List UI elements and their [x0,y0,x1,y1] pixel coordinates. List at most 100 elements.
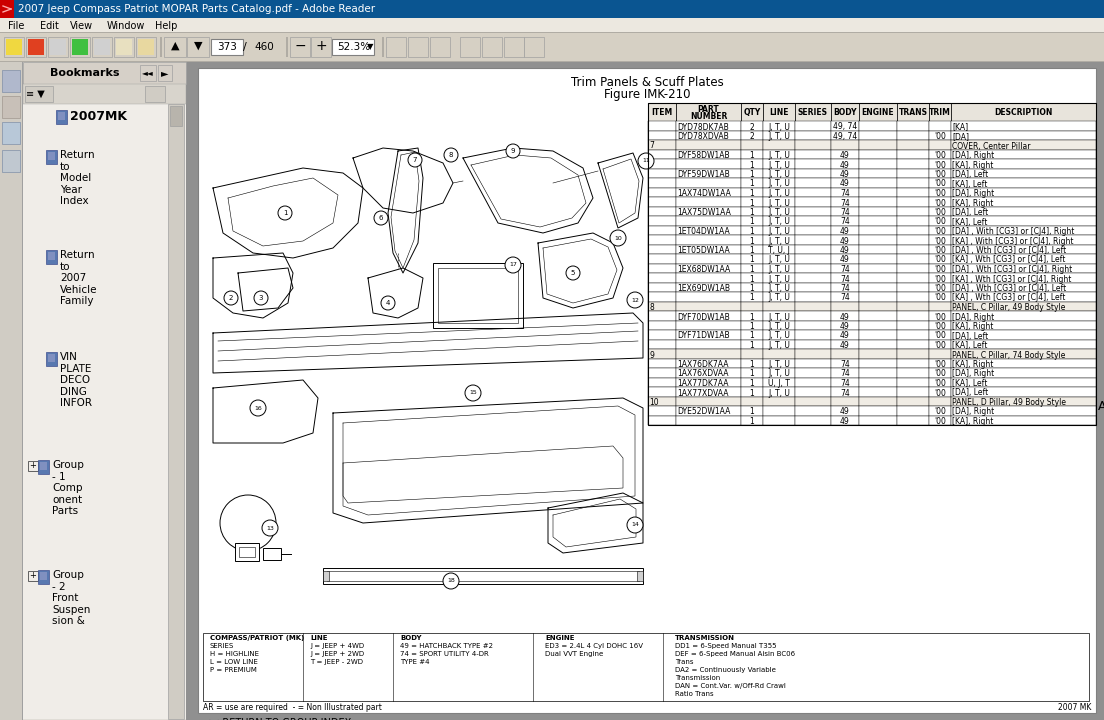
Text: 1: 1 [750,246,754,255]
Text: QTY: QTY [743,108,761,117]
Bar [2,70,20,92]
Text: [DA], Left: [DA], Left [953,208,989,217]
Text: J, T, U: J, T, U [768,132,790,141]
Text: 1AX75DW1AA: 1AX75DW1AA [678,208,731,217]
Bar [763,273,795,282]
Bar [763,254,795,264]
Text: 7: 7 [413,157,417,163]
Bar [676,225,741,235]
Bar [741,377,763,387]
Bar [741,330,763,340]
Bar [795,311,831,320]
Text: 49: 49 [840,236,850,246]
Bar [46,352,57,366]
Bar [831,235,859,245]
Bar [831,197,859,207]
Bar [928,359,951,368]
Circle shape [224,291,238,305]
Text: J, T, U: J, T, U [768,294,790,302]
Text: 1: 1 [750,379,754,388]
Text: 9: 9 [511,148,516,154]
Bar [741,273,763,282]
Bar [637,571,643,581]
Text: T, U, J: T, U, J [768,246,790,255]
Bar [795,159,831,168]
Bar [92,37,112,57]
Bar [795,320,831,330]
Bar [928,159,951,168]
Text: ▲: ▲ [171,41,179,51]
Bar [648,340,676,349]
Text: 1EX68DW1AA: 1EX68DW1AA [678,265,731,274]
Bar [896,377,928,387]
Text: [KA], Right: [KA], Right [953,322,994,331]
Bar [676,197,741,207]
Text: DYF70DW1AB: DYF70DW1AB [678,312,730,322]
Circle shape [408,153,422,167]
Bar [676,150,741,159]
Bar [928,168,951,178]
Bar [951,168,1096,178]
Text: 1: 1 [750,360,754,369]
Text: ▼: ▼ [193,41,202,51]
Text: << RETURN TO GROUP INDEX: << RETURN TO GROUP INDEX [203,718,351,720]
Bar [676,178,741,187]
Text: View: View [70,21,93,31]
Bar [951,140,1096,150]
Bar [332,39,374,55]
Text: Group
- 2
Front
Suspen
sion &: Group - 2 Front Suspen sion & [52,570,91,626]
Bar [676,254,741,264]
Text: 16: 16 [254,405,262,410]
Bar [6,39,22,55]
Text: H = HIGHLINE: H = HIGHLINE [210,651,259,657]
Bar [676,415,741,425]
Bar [831,130,859,140]
Bar [951,225,1096,235]
Text: '00: '00 [934,265,946,274]
Circle shape [465,385,481,401]
Bar [896,397,928,406]
Bar [859,225,896,235]
Text: 74: 74 [840,379,850,388]
Text: [KA], Right: [KA], Right [953,199,994,207]
Text: [DA], Right: [DA], Right [953,312,995,322]
Text: 1AX76DK7AA: 1AX76DK7AA [678,360,729,369]
Text: 49: 49 [840,227,850,236]
Bar [40,462,47,470]
Text: 1EX69DW1AB: 1EX69DW1AB [678,284,731,293]
Bar [741,103,763,121]
Bar [928,320,951,330]
Circle shape [627,517,643,533]
Text: '00: '00 [934,227,946,236]
Bar [951,311,1096,320]
Bar [648,311,676,320]
Text: [DA] , Wth [CG3] or [CJ4], Left: [DA] , Wth [CG3] or [CJ4], Left [953,284,1066,293]
Bar [327,571,639,581]
Text: [DA], Left: [DA], Left [953,170,989,179]
Bar [40,572,47,580]
Bar [831,302,859,311]
Bar [763,359,795,368]
Bar [859,302,896,311]
Text: 49: 49 [840,161,850,169]
Bar [763,159,795,168]
Text: 2007MK: 2007MK [70,110,127,123]
Bar [187,37,209,57]
Bar [928,387,951,397]
Text: 1: 1 [750,294,754,302]
Bar [951,406,1096,415]
Bar [741,320,763,330]
Bar [951,292,1096,302]
Bar [198,68,1096,713]
Bar [831,178,859,187]
Text: J, T, U: J, T, U [768,199,790,207]
Text: '00: '00 [934,284,946,293]
Text: +: + [30,462,36,470]
Bar [928,340,951,349]
Bar [741,216,763,225]
Text: 1AX76XDVAA: 1AX76XDVAA [678,369,729,379]
Text: 14: 14 [631,523,639,528]
Text: 74: 74 [840,369,850,379]
Text: 74: 74 [840,284,850,293]
Bar [859,130,896,140]
